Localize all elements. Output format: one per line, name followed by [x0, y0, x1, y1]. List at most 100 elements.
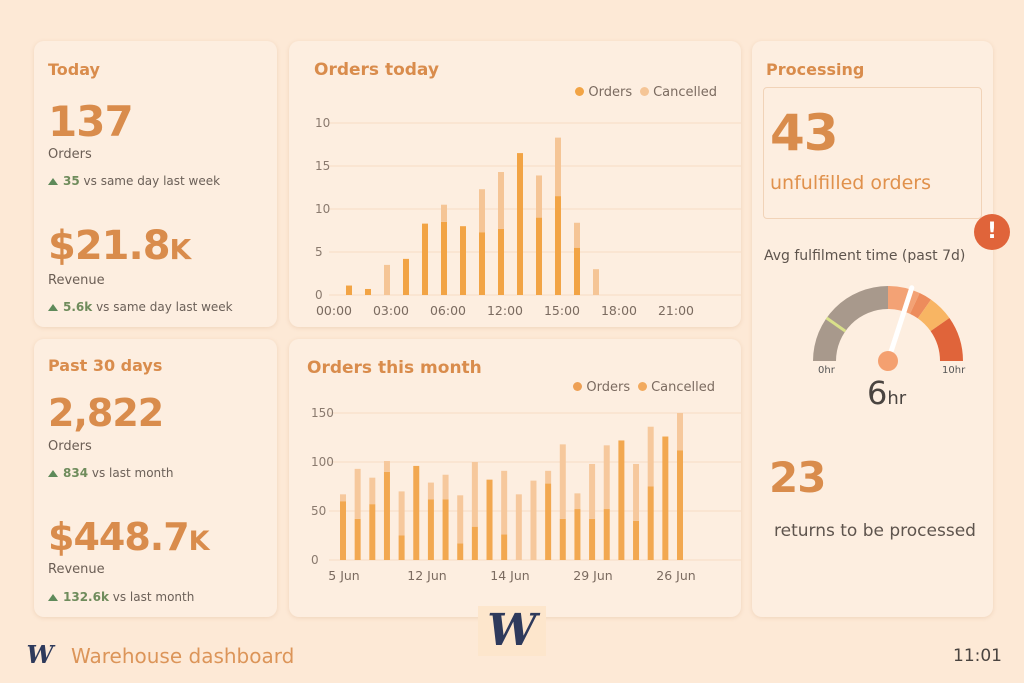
today-orders-delta: 35 vs same day last week: [48, 174, 220, 188]
revenue-unit: K: [188, 526, 210, 557]
bar-orders: [365, 288, 371, 295]
delta-text: vs last month: [112, 590, 195, 604]
x-tick-label: 29 Jun: [573, 568, 612, 583]
x-tick-label: 00:00: [316, 303, 352, 318]
bar-cancelled: [501, 470, 508, 535]
legend-cancelled: Cancelled: [653, 85, 717, 100]
bar-orders: [460, 226, 466, 295]
bar-orders: [422, 223, 428, 295]
bar-orders: [457, 543, 464, 560]
x-tick-label: 14 Jun: [490, 568, 529, 583]
bar-cancelled: [471, 462, 478, 527]
bar-cancelled: [545, 470, 552, 484]
today-revenue-label: Revenue: [48, 273, 105, 288]
bar-cancelled: [530, 480, 537, 560]
orders-month-legend: Orders Cancelled: [565, 380, 715, 395]
today-title: Today: [48, 60, 100, 79]
bar-orders: [603, 509, 610, 560]
orders-today-card: Orders today Orders Cancelled 0 5 10 15 10 00:…: [289, 41, 741, 327]
past30-revenue-delta: 132.6k vs last month: [48, 590, 194, 604]
legend-orders: Orders: [588, 85, 633, 100]
bar-orders: [427, 499, 434, 560]
x-tick-label: 15:00: [544, 303, 580, 318]
bar-orders: [677, 450, 683, 560]
dashboard-title: Warehouse dashboard: [71, 644, 295, 668]
bar-cancelled: [427, 482, 434, 500]
bar-cancelled: [340, 494, 346, 502]
bar-orders: [545, 483, 552, 560]
revenue-number: $21.8: [48, 223, 171, 269]
bar-cancelled: [498, 172, 504, 229]
unfulfilled-label: unfulfilled orders: [770, 172, 931, 194]
exclamation-icon: !: [986, 219, 998, 244]
y-tick-label: 5: [315, 245, 323, 259]
gauge-segment-warning: [917, 299, 950, 332]
gauge-max-label: 10hr: [942, 365, 966, 376]
footer-logo: W: [26, 640, 54, 669]
gauge-needle-hub: [878, 351, 898, 371]
today-card: Today 137 Orders 35 vs same day last wee…: [34, 41, 277, 327]
up-arrow-icon: [48, 470, 58, 477]
bar-orders: [589, 518, 596, 560]
orders-today-title: Orders today: [314, 60, 439, 80]
up-arrow-icon: [48, 594, 58, 601]
y-tick-label: 150: [311, 406, 334, 420]
x-tick-label: 5 Jun: [328, 568, 359, 583]
bar-orders: [517, 153, 523, 295]
delta-value: 5.6k: [63, 300, 93, 314]
bar-orders: [354, 518, 361, 560]
bar-orders: [662, 436, 669, 560]
bar-orders: [369, 504, 376, 560]
bar-orders: [501, 534, 508, 560]
y-tick-label: 50: [311, 504, 326, 518]
bar-cancelled: [384, 264, 390, 295]
y-tick-label: 100: [311, 455, 334, 469]
revenue-number: $448.7: [48, 515, 190, 559]
bar-cancelled: [398, 491, 405, 536]
bar-orders: [647, 486, 654, 560]
bar-cancelled: [574, 222, 580, 248]
orders-month-title: Orders this month: [307, 358, 482, 378]
bar-cancelled: [574, 493, 581, 510]
bar-orders: [633, 520, 640, 560]
bar-orders: [471, 526, 478, 560]
bar-orders: [441, 221, 447, 295]
returns-value: 23: [769, 453, 826, 502]
legend-orders-swatch: [575, 87, 585, 96]
bar-orders: [442, 499, 449, 560]
y-tick-label: 10: [315, 116, 330, 130]
bar-orders: [403, 258, 409, 295]
today-orders-value: 137: [48, 97, 134, 146]
bar-cancelled: [603, 445, 610, 510]
alert-badge[interactable]: !: [974, 214, 1010, 250]
today-revenue-value: $21.8K: [48, 223, 191, 269]
orders-month-chart: 0 50 100 150 5 Jun 12 Jun 14 Jun 29 Jun 26 Jun: [311, 406, 741, 583]
bar-cancelled: [354, 468, 361, 519]
up-arrow-icon: [48, 304, 58, 311]
up-arrow-icon: [48, 178, 58, 185]
gauge-min-label: 0hr: [818, 365, 835, 376]
delta-text: vs last month: [91, 466, 174, 480]
past30-orders-delta: 834 vs last month: [48, 466, 173, 480]
today-orders-label: Orders: [48, 147, 92, 162]
past30-revenue-label: Revenue: [48, 562, 105, 577]
gauge-value: 6hr: [867, 374, 906, 412]
past30-orders-label: Orders: [48, 439, 92, 454]
legend-orders-swatch: [573, 382, 583, 391]
legend-cancelled: Cancelled: [651, 380, 715, 395]
x-tick-label: 12 Jun: [407, 568, 446, 583]
delta-value: 35: [63, 174, 80, 188]
clock: 11:01: [953, 646, 1002, 666]
legend-cancelled-swatch: [638, 382, 648, 391]
bar-orders: [340, 501, 346, 560]
delta-value: 132.6k: [63, 590, 109, 604]
y-tick-label: 10: [315, 202, 330, 216]
bar-orders: [479, 232, 485, 295]
bar-cancelled: [559, 444, 566, 519]
bar-cancelled: [457, 495, 464, 544]
bar-cancelled: [441, 204, 447, 222]
bar-orders: [413, 465, 420, 560]
bar-cancelled: [647, 426, 654, 487]
bar-orders: [486, 479, 493, 560]
legend-cancelled-swatch: [640, 87, 650, 96]
